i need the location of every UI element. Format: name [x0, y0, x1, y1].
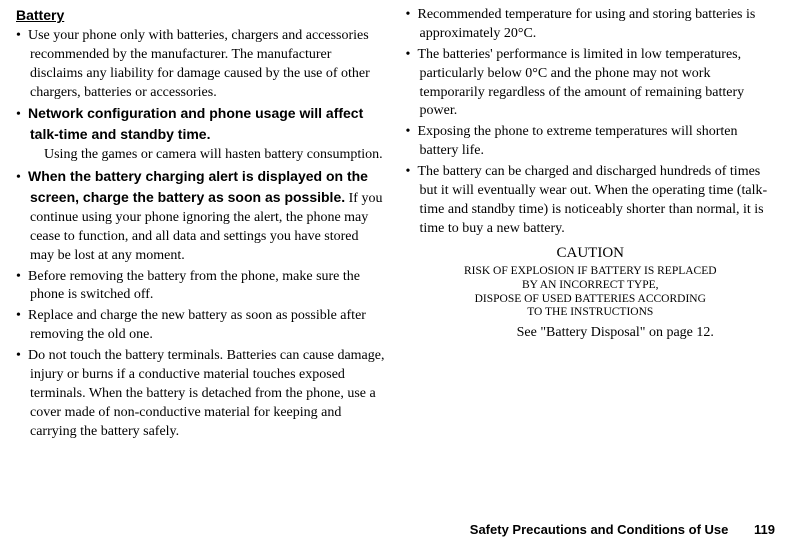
list-item: •Network configuration and phone usage w…: [16, 104, 386, 165]
left-bullet-list: •Use your phone only with batteries, cha…: [16, 27, 386, 442]
list-text: Exposing the phone to extreme temperatur…: [418, 124, 738, 158]
list-bold: When the battery charging alert is displ…: [28, 168, 368, 205]
caution-heading: CAUTION: [406, 243, 776, 263]
footer-page-number: 119: [754, 522, 775, 537]
caution-line: TO THE INSTRUCTIONS: [527, 306, 653, 318]
caution-line: RISK OF EXPLOSION IF BATTERY IS REPLACED: [464, 265, 717, 277]
list-bold: Network configuration and phone usage wi…: [28, 105, 363, 142]
list-subline: Using the games or camera will hasten ba…: [30, 146, 386, 165]
list-item: •Recommended temperature for using and s…: [406, 6, 776, 44]
list-item: •Do not touch the battery terminals. Bat…: [16, 347, 386, 441]
list-item: •Exposing the phone to extreme temperatu…: [406, 123, 776, 161]
page-footer: Safety Precautions and Conditions of Use…: [470, 521, 775, 539]
list-text: Use your phone only with batteries, char…: [28, 28, 370, 100]
caution-body: RISK OF EXPLOSION IF BATTERY IS REPLACED…: [406, 265, 776, 320]
list-item: •Replace and charge the new battery as s…: [16, 307, 386, 345]
list-text: Recommended temperature for using and st…: [418, 7, 756, 41]
left-column: Battery •Use your phone only with batter…: [16, 6, 386, 444]
list-item: •Use your phone only with batteries, cha…: [16, 27, 386, 103]
list-text: Do not touch the battery terminals. Batt…: [28, 348, 384, 439]
footer-title: Safety Precautions and Conditions of Use: [470, 522, 729, 537]
list-item: •Before removing the battery from the ph…: [16, 268, 386, 306]
list-text: Before removing the battery from the pho…: [28, 269, 360, 303]
section-heading-battery: Battery: [16, 6, 386, 25]
right-column: •Recommended temperature for using and s…: [406, 6, 776, 444]
list-text: Replace and charge the new battery as so…: [28, 308, 366, 342]
list-item: •The batteries' performance is limited i…: [406, 46, 776, 122]
list-text: The battery can be charged and discharge…: [418, 164, 768, 236]
list-item: •When the battery charging alert is disp…: [16, 167, 386, 265]
list-text: The batteries' performance is limited in…: [418, 47, 745, 119]
right-bullet-list: •Recommended temperature for using and s…: [406, 6, 776, 239]
list-item: •The battery can be charged and discharg…: [406, 163, 776, 239]
see-reference: See "Battery Disposal" on page 12.: [406, 324, 776, 343]
caution-line: BY AN INCORRECT TYPE,: [522, 279, 659, 291]
caution-line: DISPOSE OF USED BATTERIES ACCORDING: [475, 293, 706, 305]
